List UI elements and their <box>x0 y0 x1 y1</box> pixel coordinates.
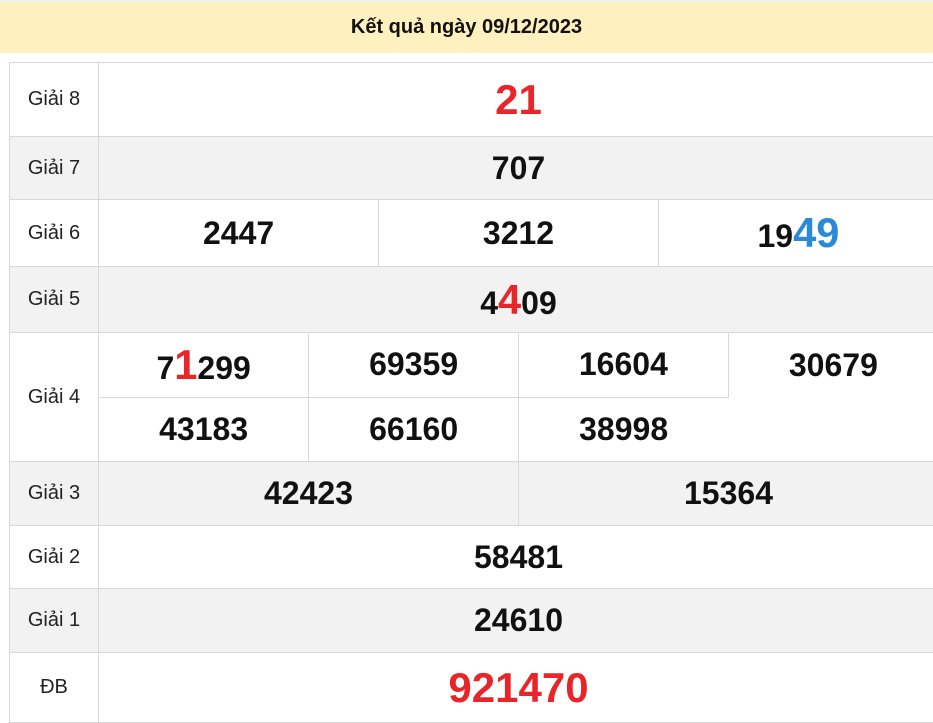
prize-number: 71299 <box>99 333 309 397</box>
prize-number: 2447 <box>99 200 379 266</box>
digits: 4 <box>480 285 498 321</box>
digits: 43183 <box>159 411 248 447</box>
prize-label: Giải 7 <box>10 137 99 200</box>
prize-row: Giải 1 24610 <box>10 589 933 653</box>
prize-values: 707 <box>99 137 933 200</box>
prize-number: 3212 <box>379 200 659 266</box>
prize-number: 43183 <box>99 397 309 461</box>
digits: 66160 <box>369 411 458 447</box>
prize-values: 2447 3212 1949 <box>99 200 933 267</box>
digits: 3212 <box>483 215 554 251</box>
prize-label: Giải 8 <box>10 63 99 137</box>
prize-number: 16604 <box>519 333 729 397</box>
prize-number: 24610 <box>99 589 933 652</box>
prize-values: 24610 <box>99 589 933 653</box>
digits: 2447 <box>203 215 274 251</box>
prize-number: 38998 <box>519 397 729 461</box>
prize-number: 707 <box>99 137 933 199</box>
digits: 69359 <box>369 346 458 382</box>
prize-label: Giải 6 <box>10 200 99 267</box>
prize-label: Giải 2 <box>10 526 99 589</box>
prize-label: ĐB <box>10 653 99 723</box>
prize-row: Giải 6 2447 3212 1949 <box>10 200 933 267</box>
prize-label: Giải 3 <box>10 462 99 526</box>
highlighted-digits: 21 <box>495 76 542 123</box>
prize-number: 42423 <box>99 462 519 525</box>
digits: 7 <box>156 350 174 386</box>
prize-values: 42423 15364 <box>99 462 933 526</box>
prize-number: 21 <box>99 63 933 136</box>
digits: 24610 <box>474 602 563 638</box>
prize-number: 921470 <box>99 653 933 722</box>
prize-label: Giải 1 <box>10 589 99 653</box>
digits: 15364 <box>684 475 773 511</box>
results-date-header: Kết quả ngày 09/12/2023 <box>0 0 933 53</box>
prize-number: 58481 <box>99 526 933 588</box>
prize-values: 4409 <box>99 267 933 333</box>
digits: 19 <box>757 218 793 254</box>
highlighted-digits: 4 <box>498 276 521 323</box>
prize-number: 66160 <box>309 397 519 461</box>
digits: 707 <box>492 150 545 186</box>
prize-values: 58481 <box>99 526 933 589</box>
highlighted-digits: 1 <box>174 341 197 388</box>
digits: 58481 <box>474 539 563 575</box>
prize-number: 69359 <box>309 333 519 397</box>
digits: 09 <box>521 285 557 321</box>
prize-values: 921470 <box>99 653 933 723</box>
prize-row: Giải 8 21 <box>10 63 933 137</box>
digits: 299 <box>197 350 250 386</box>
prize-row: ĐB 921470 <box>10 653 933 723</box>
digits: 30679 <box>789 347 878 383</box>
prize-label: Giải 4 <box>10 333 99 462</box>
prize-values: 21 <box>99 63 933 137</box>
prize-number: 30679 <box>728 333 933 397</box>
prize-row: Giải 2 58481 <box>10 526 933 589</box>
prize-row: Giải 3 42423 15364 <box>10 462 933 526</box>
digits: 38998 <box>579 411 668 447</box>
highlighted-digits: 921470 <box>448 664 588 711</box>
prize-values: 71299 69359 16604 30679 43183 66160 38998 <box>99 333 933 462</box>
prize-row: Giải 7 707 <box>10 137 933 200</box>
prize-number: 4409 <box>99 267 933 332</box>
digits: 16604 <box>579 346 668 382</box>
prize-label: Giải 5 <box>10 267 99 333</box>
prize-number: 1949 <box>658 200 933 266</box>
digits: 42423 <box>264 475 353 511</box>
highlighted-digits: 49 <box>793 209 839 256</box>
prize-number: 15364 <box>519 462 933 525</box>
